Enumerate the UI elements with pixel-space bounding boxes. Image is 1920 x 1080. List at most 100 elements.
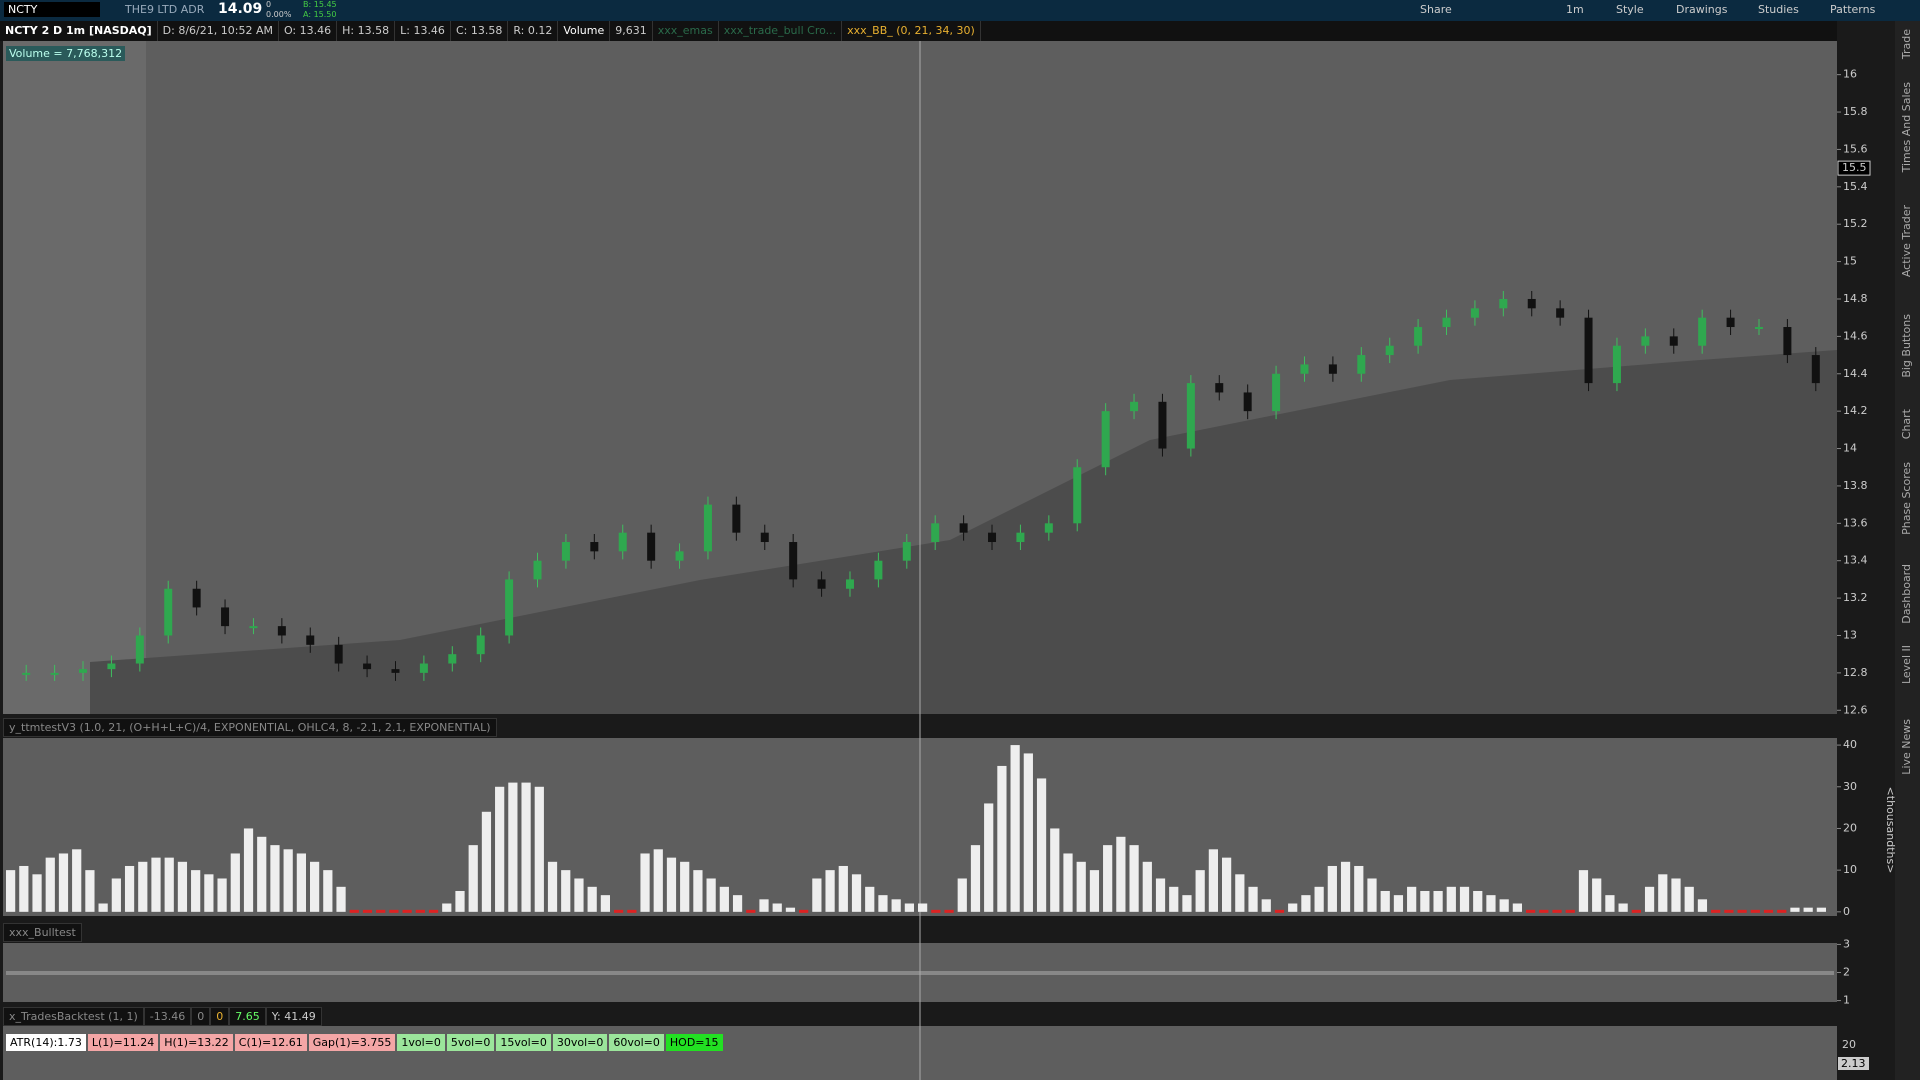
- candle: [1499, 298, 1508, 309]
- osc-bar: [98, 903, 108, 912]
- symbol-box[interactable]: NCTY: [4, 2, 100, 17]
- osc-bar: [1565, 909, 1575, 913]
- osc-bar: [1499, 899, 1509, 912]
- stat-chip: C(1)=12.61: [234, 1034, 307, 1051]
- osc-bar: [1116, 836, 1126, 912]
- stat-chip: HOD=15: [665, 1034, 723, 1051]
- studies-btn[interactable]: Studies: [1758, 3, 1799, 16]
- candle: [931, 523, 940, 543]
- osc-bar: [891, 899, 901, 912]
- osc-bar: [666, 857, 677, 912]
- osc-bar: [1803, 907, 1813, 912]
- osc-bar: [1235, 874, 1245, 912]
- side-tab[interactable]: Live News: [1900, 719, 1913, 775]
- y-tick-label: 14.6: [1843, 329, 1868, 342]
- change: 0: [266, 0, 272, 9]
- osc-bar: [415, 909, 425, 913]
- candle: [1300, 364, 1309, 374]
- drawings-btn[interactable]: Drawings: [1676, 3, 1728, 16]
- osc-bar: [1314, 886, 1324, 912]
- side-tab[interactable]: Big Buttons: [1900, 314, 1913, 378]
- stat-chip: 15vol=0: [496, 1034, 551, 1051]
- y-tick-label: 0: [1843, 905, 1850, 918]
- side-tab[interactable]: Times And Sales: [1900, 82, 1913, 173]
- osc-bar: [1261, 899, 1271, 912]
- osc-bar: [1433, 890, 1443, 912]
- osc-bar: [1169, 886, 1179, 912]
- osc-bar: [1142, 861, 1152, 912]
- change-pct: 0.00%: [266, 10, 292, 19]
- chip-row: ATR(14):1.73 L(1)=11.24 H(1)=13.22 C(1)=12.…: [6, 1031, 725, 1051]
- side-tab[interactable]: Trade: [1900, 29, 1913, 60]
- osc-bar: [1103, 845, 1113, 912]
- candle: [1272, 373, 1281, 412]
- osc-bar: [191, 870, 201, 912]
- candle: [164, 588, 173, 636]
- osc-bar: [640, 853, 650, 912]
- candle: [561, 542, 570, 561]
- candle: [618, 532, 627, 552]
- osc-bar: [1274, 909, 1285, 913]
- osc-bar: [838, 865, 848, 912]
- y-tick-label: 14.8: [1843, 292, 1868, 305]
- osc-bar: [1737, 909, 1747, 913]
- timeframe[interactable]: 1m: [1566, 3, 1584, 16]
- side-tab[interactable]: Phase Scores: [1900, 462, 1913, 535]
- stat-chip: 30vol=0: [552, 1034, 608, 1051]
- patterns-btn[interactable]: Patterns: [1830, 3, 1876, 16]
- side-tab[interactable]: Dashboard: [1900, 564, 1913, 624]
- candle: [1698, 317, 1707, 346]
- osc-bar: [1182, 895, 1192, 912]
- y-tick-label: 13.2: [1843, 591, 1868, 604]
- candle: [1470, 308, 1479, 318]
- side-tab[interactable]: Level II: [1900, 645, 1913, 685]
- side-tab[interactable]: Active Trader: [1900, 205, 1913, 278]
- stat-chip: H(1)=13.22: [160, 1034, 233, 1051]
- stat-chip: 1vol=0: [397, 1034, 445, 1051]
- share-btn[interactable]: Share: [1420, 3, 1452, 16]
- y-tick-label: 12.8: [1843, 666, 1868, 679]
- osc-bar: [627, 909, 637, 913]
- candle: [334, 644, 343, 664]
- price-badge-bg: [1837, 160, 1871, 176]
- candle: [1442, 317, 1451, 328]
- osc-bar: [508, 782, 518, 912]
- osc-bar: [944, 909, 954, 913]
- volume-value: 9,631: [610, 21, 653, 41]
- candle: [1328, 364, 1337, 374]
- sidebar: Trade Times And Sales Active Trader Big But…: [1895, 21, 1920, 1080]
- bt-field: 7.65: [229, 1007, 266, 1026]
- osc-bar: [1711, 909, 1721, 913]
- bt-field: 0: [191, 1007, 211, 1026]
- osc-bar: [1578, 870, 1589, 912]
- osc-bar: [732, 895, 743, 912]
- osc-bar: [1750, 909, 1760, 913]
- osc-bar: [1724, 909, 1734, 913]
- candle: [902, 542, 911, 561]
- osc-bar: [1023, 753, 1033, 912]
- stat-chip: Gap(1)=3.755: [308, 1034, 396, 1051]
- osc-bar: [376, 909, 386, 913]
- style-btn[interactable]: Style: [1616, 3, 1644, 16]
- osc-bar: [1605, 895, 1615, 912]
- osc-bar: [283, 849, 293, 912]
- candle: [1186, 383, 1195, 449]
- study-title: xxx_Bulltest: [3, 923, 82, 942]
- candle: [1101, 411, 1110, 468]
- candle: [1158, 401, 1167, 449]
- osc-bar: [1658, 874, 1668, 912]
- volume-badge: Volume = 7,768,312: [6, 46, 126, 61]
- osc-bar: [1050, 828, 1060, 912]
- osc-bar: [521, 782, 531, 912]
- osc-bar: [270, 845, 280, 912]
- candle: [1357, 355, 1366, 374]
- candle: [1215, 383, 1224, 393]
- osc-bar: [1420, 890, 1430, 912]
- osc-bar: [58, 853, 69, 912]
- bt-field: -13.46: [143, 1007, 192, 1026]
- study-title: x_TradesBacktest (1, 1): [3, 1007, 144, 1026]
- side-tab[interactable]: Chart: [1900, 409, 1913, 440]
- y-tick-label: 14.4: [1843, 367, 1868, 380]
- candle: [1073, 467, 1082, 524]
- y-tick-label: 1: [1843, 994, 1850, 1007]
